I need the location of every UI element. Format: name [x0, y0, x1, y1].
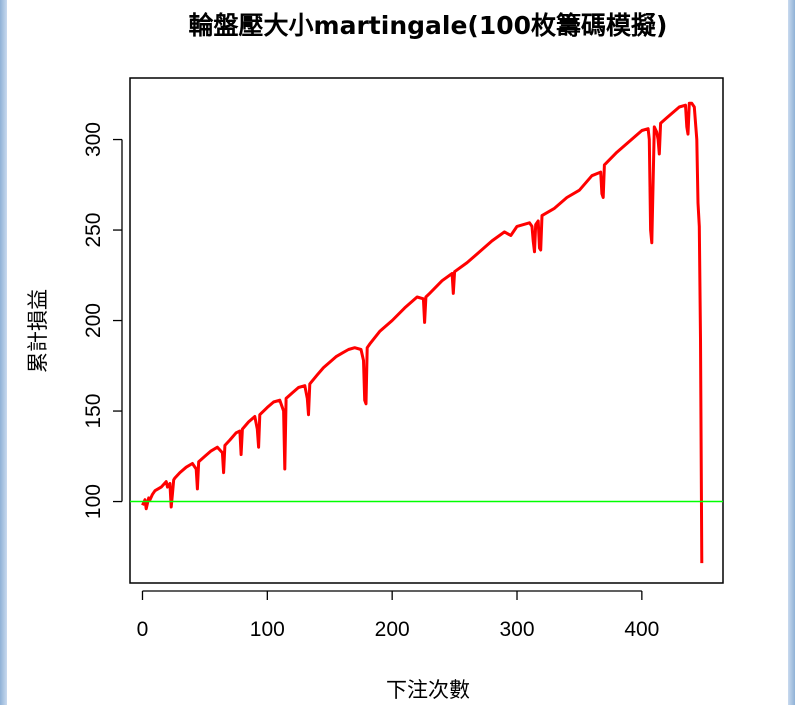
y-tick-label: 150 [82, 394, 105, 429]
x-tick-label: 400 [624, 618, 659, 641]
y-tick-label: 300 [82, 122, 105, 157]
x-tick-label: 0 [137, 618, 149, 641]
x-tick-label: 100 [250, 618, 285, 641]
x-axis-label: 下注次數 [386, 678, 470, 702]
y-tick-label: 250 [82, 213, 105, 248]
series-layer [130, 101, 723, 564]
window-frame-right [788, 0, 795, 705]
y-axis-label: 累計損益 [26, 289, 50, 373]
y-tick-label: 100 [82, 484, 105, 519]
axis-ticks: 0 100 200 300 400 100 150 200 250 300 [82, 122, 659, 641]
y-tick-label: 200 [82, 303, 105, 338]
chart-title: 輪盤壓大小martingale(100枚籌碼模擬) [189, 11, 668, 40]
x-tick-label: 200 [375, 618, 410, 641]
window-frame-left [0, 0, 7, 705]
x-tick-label: 300 [499, 618, 534, 641]
plot-frame [129, 77, 724, 584]
cumulative-profit-line [141, 101, 704, 564]
